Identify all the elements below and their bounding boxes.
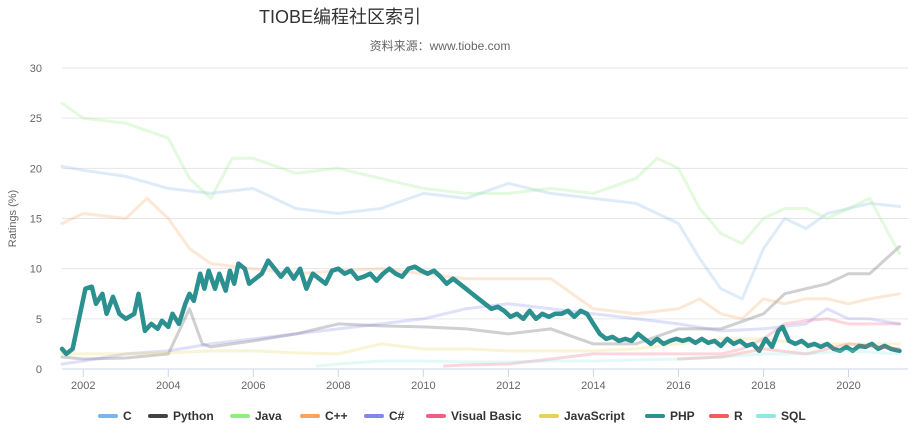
y-tick-label: 10 <box>30 264 42 276</box>
series-line-python <box>60 245 901 361</box>
x-tick-label: 2002 <box>71 380 95 392</box>
legend-item-visual-basic: Visual Basic <box>451 409 522 423</box>
y-axis-title: Ratings (%) <box>7 190 19 247</box>
x-axis-ticks: 2002 2004 2006 2008 2010 2012 2014 2016 2018 2020 <box>71 369 861 392</box>
y-tick-label: 20 <box>30 163 42 175</box>
legend-item-c: C <box>123 409 132 423</box>
legend-item-python: Python <box>173 409 214 423</box>
x-tick-label: 2014 <box>581 380 605 392</box>
series-line-c- <box>60 302 901 366</box>
x-tick-label: 2004 <box>156 380 180 392</box>
series-line-c- <box>60 196 901 321</box>
legend-item-java: Java <box>255 409 282 423</box>
grid-layer <box>62 67 908 370</box>
x-tick-label: 2010 <box>411 380 435 392</box>
series-line-visual-basic <box>443 317 901 368</box>
y-tick-label: 25 <box>30 113 42 125</box>
y-tick-label: 15 <box>30 214 42 226</box>
y-tick-label: 30 <box>30 63 42 75</box>
series-line-java <box>60 101 901 256</box>
x-tick-label: 2020 <box>836 380 860 392</box>
series-line-php <box>59 258 902 357</box>
legend-item-c-: C# <box>389 409 405 423</box>
legend-item-php: PHP <box>670 409 695 423</box>
y-tick-label: 5 <box>36 314 42 326</box>
series-line-c <box>60 164 901 301</box>
series-layer <box>59 101 902 368</box>
legend-item-sql: SQL <box>781 409 806 423</box>
legend: C Python Java C++ C# Visual Basic JavaScript PH… <box>98 409 806 423</box>
x-tick-label: 2008 <box>326 380 350 392</box>
legend-item-javascript: JavaScript <box>564 409 625 423</box>
series-line-sql <box>315 349 901 368</box>
legend-item-c-: C++ <box>325 409 348 423</box>
y-tick-label: 0 <box>36 364 42 376</box>
series-line-r <box>676 342 901 361</box>
x-tick-label: 2018 <box>751 380 775 392</box>
series-line-javascript <box>60 337 901 356</box>
x-tick-label: 2006 <box>241 380 265 392</box>
x-tick-label: 2012 <box>496 380 520 392</box>
y-axis-ticks: 0 5 10 15 20 25 30 <box>30 63 42 376</box>
legend-item-r: R <box>734 409 743 423</box>
chart-title: TIOBE编程社区索引 <box>259 7 421 27</box>
x-tick-label: 2016 <box>666 380 690 392</box>
chart-subtitle: 资料来源：www.tiobe.com <box>370 39 511 53</box>
